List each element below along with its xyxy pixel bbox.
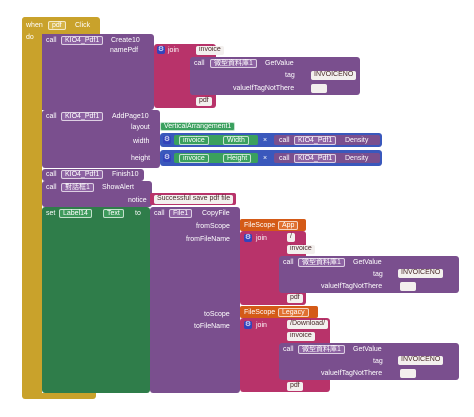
- join1-mutator-gear-icon[interactable]: ⚙: [157, 46, 165, 54]
- dict1-method-label: GetValue: [265, 60, 294, 67]
- width-multiply-gear-icon[interactable]: ⚙: [163, 136, 171, 144]
- copyfile-component-dropdown[interactable]: File1: [169, 209, 193, 218]
- copyfile-block[interactable]: [150, 207, 240, 393]
- copyfile-toscope-label: toScope: [204, 311, 230, 318]
- dict2-call-label: call: [283, 259, 294, 266]
- finish10-call-label: call: [46, 171, 57, 178]
- copyfile-fromscope-label: fromScope: [196, 223, 230, 230]
- width-density-call: call: [279, 137, 290, 144]
- showalert-block[interactable]: [42, 181, 152, 207]
- height-density-call: call: [279, 155, 290, 162]
- addpage10-layout-label: layout: [131, 124, 150, 131]
- join1-string-pdf[interactable]: pdf: [196, 97, 212, 106]
- dict3-component-dropdown[interactable]: 微型資料庫1: [298, 345, 345, 354]
- height-op-label: ×: [263, 155, 268, 162]
- join3-string-invoice[interactable]: invoice: [287, 332, 315, 341]
- join3-string-pdf[interactable]: pdf: [287, 382, 303, 391]
- dict2-vitnt-label: valueIfTagNotThere: [321, 283, 383, 290]
- showalert-component-dropdown[interactable]: 對話框1: [61, 183, 94, 192]
- finish10-method-label: Finish10: [112, 171, 139, 178]
- width-component-dropdown[interactable]: invoice: [179, 136, 209, 145]
- width-density-prop: Density: [345, 137, 369, 144]
- showalert-notice-label: notice: [128, 197, 147, 204]
- dict2-component-dropdown[interactable]: 微型資料庫1: [298, 258, 345, 267]
- filescope-legacy-label: FileScope: [244, 309, 276, 316]
- event-footer: [22, 393, 96, 399]
- dict3-vitnt-value[interactable]: [400, 369, 416, 378]
- create10-notch: [42, 34, 50, 110]
- join2-string-invoice[interactable]: invoice: [287, 245, 315, 254]
- dict2-tag-label: tag: [373, 271, 383, 278]
- width-density-component[interactable]: KIO4_Pdf1: [294, 136, 337, 145]
- dict3-call-label: call: [283, 346, 294, 353]
- set-label: set: [46, 210, 56, 217]
- addpage10-method-label: AddPage10: [112, 113, 149, 120]
- event-block-pdf-click[interactable]: [22, 17, 42, 397]
- addpage10-call-label: call: [46, 113, 57, 120]
- finish10-component-dropdown[interactable]: KIO4_Pdf1: [61, 170, 104, 179]
- copyfile-tofilename-label: toFileName: [194, 323, 230, 330]
- addpage10-width-label: width: [133, 138, 150, 145]
- dict1-tag-value[interactable]: INVOICENO: [311, 71, 357, 80]
- set-prop-dropdown[interactable]: Text: [103, 209, 124, 218]
- height-density-component[interactable]: KIO4_Pdf1: [294, 154, 337, 163]
- join3-label: join: [256, 322, 267, 329]
- copyfile-fromfilename-label: fromFileName: [186, 236, 230, 243]
- width-prop-dropdown[interactable]: Width: [223, 136, 249, 145]
- filescope-app-dropdown[interactable]: App: [278, 221, 299, 230]
- dict1-tag-label: tag: [285, 72, 295, 79]
- filescope-legacy-dropdown[interactable]: Legacy: [278, 308, 309, 317]
- height-component-dropdown[interactable]: invoice: [179, 154, 209, 163]
- dict1-vitnt-value[interactable]: [311, 84, 327, 93]
- event-component-dropdown[interactable]: pdf: [48, 21, 66, 30]
- dict1-call-label: call: [194, 60, 205, 67]
- dict2-method-label: GetValue: [353, 259, 382, 266]
- dict2-vitnt-value[interactable]: [400, 282, 416, 291]
- showalert-method-label: ShowAlert: [102, 184, 134, 191]
- dict3-tag-label: tag: [373, 358, 383, 365]
- addpage10-component-dropdown[interactable]: KIO4_Pdf1: [61, 112, 104, 121]
- copyfile-call-label: call: [154, 210, 165, 217]
- join3-string-download[interactable]: /Download/: [287, 320, 329, 329]
- dict2-tag-value[interactable]: INVOICENO: [398, 269, 444, 278]
- addpage10-height-label: height: [131, 155, 151, 162]
- copyfile-method-label: CopyFile: [202, 210, 230, 217]
- width-getter-block[interactable]: [174, 135, 258, 145]
- join2-string-pdf[interactable]: pdf: [287, 294, 303, 303]
- create10-block[interactable]: [42, 34, 154, 110]
- join2-label: join: [256, 235, 267, 242]
- showalert-call-label: call: [46, 184, 57, 191]
- filescope-app-label: FileScope: [244, 222, 276, 229]
- set-component-dropdown[interactable]: Label14: [59, 209, 92, 218]
- create10-component-dropdown[interactable]: KIO4_Pdf1: [61, 36, 104, 45]
- set-label14-block[interactable]: [42, 207, 150, 393]
- dict1-vitnt-label: valueIfTagNotThere: [233, 85, 295, 92]
- height-getter-block[interactable]: [174, 153, 258, 163]
- join3-mutator-gear-icon[interactable]: ⚙: [244, 321, 252, 329]
- dict3-vitnt-label: valueIfTagNotThere: [321, 370, 383, 377]
- event-name-label: Click: [75, 22, 91, 29]
- set-to-label: to: [135, 210, 141, 217]
- height-density-prop: Density: [345, 155, 369, 162]
- join1-label: join: [168, 47, 179, 54]
- event-do-label: do: [26, 34, 34, 41]
- notice-string-value[interactable]: Successful save pdf file: [154, 195, 234, 204]
- join1-string-invoice[interactable]: invoice: [196, 46, 224, 55]
- dict3-tag-value[interactable]: INVOICENO: [398, 356, 444, 365]
- event-when-label: when: [26, 22, 43, 29]
- height-prop-dropdown[interactable]: Height: [223, 154, 252, 163]
- dict1-component-dropdown[interactable]: 微型資料庫1: [210, 59, 257, 68]
- dict3-method-label: GetValue: [353, 346, 382, 353]
- height-multiply-gear-icon[interactable]: ⚙: [163, 154, 171, 162]
- layout-vertical-arrangement[interactable]: VerticalArrangement1: [160, 122, 236, 131]
- join2-string-slash[interactable]: /: [287, 233, 295, 242]
- create10-method-label: Create10: [111, 37, 140, 44]
- join2-mutator-gear-icon[interactable]: ⚙: [244, 234, 252, 242]
- width-op-label: ×: [263, 137, 268, 144]
- create10-param-label: namePdf: [110, 47, 139, 54]
- create10-call-label: call: [46, 37, 57, 44]
